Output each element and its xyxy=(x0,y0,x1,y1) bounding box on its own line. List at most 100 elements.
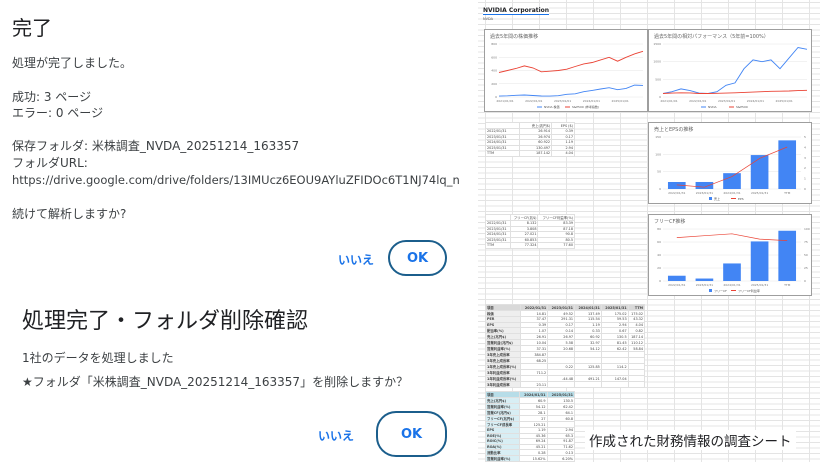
legend-label: S&P500 xyxy=(736,105,748,109)
table-cell[interactable]: 1年利益成長率(%) xyxy=(484,375,522,382)
table-cell[interactable]: 2.94 xyxy=(546,427,576,434)
legend-label: 売上 xyxy=(714,196,720,201)
chart-title: 過去5年間の株価推移 xyxy=(490,34,539,40)
table-cell[interactable]: 91.87 xyxy=(546,438,576,445)
series-line xyxy=(498,84,644,97)
save-folder: 保存フォルダ: 米株調査_NVDA_20251214_163357 xyxy=(12,139,300,153)
y-tick-label: 1500 xyxy=(653,42,661,46)
dialog-title: 完了 xyxy=(12,16,52,40)
x-tick-label: 2024/01/31 xyxy=(723,191,740,195)
x-tick-label: 2025/01/31 xyxy=(751,191,768,195)
table-cell[interactable] xyxy=(574,381,602,388)
y-tick-label: 600 xyxy=(491,55,497,59)
legend-label: S&P500 (参考指数) xyxy=(572,104,599,109)
y-tick-label: 40 xyxy=(657,253,661,257)
legend-label: EPS xyxy=(738,197,744,201)
x-tick-label: 2023/01/31 xyxy=(696,283,713,287)
x-tick-label: 2024/01/01 xyxy=(747,99,764,103)
legend-label: フリーCF xyxy=(714,288,727,293)
table-cell[interactable]: 6.20% xyxy=(546,455,576,462)
dialog-message: 処理が完了しました。 xyxy=(12,56,133,70)
table-cell[interactable]: 77.60 xyxy=(537,242,575,249)
table-cell[interactable]: 1年売上成長率(%) xyxy=(484,363,522,370)
table-cell[interactable]: 2025/01/31 xyxy=(485,236,511,243)
delete-question: ★フォルダ「米株調査_NVDA_20251214_163357」を削除しますか？ xyxy=(22,375,409,389)
table-row: TTM 187.142 4.04 xyxy=(485,150,575,157)
table-cell[interactable]: 43.32 xyxy=(627,316,646,323)
table-cell[interactable] xyxy=(547,381,576,388)
table-row: PER 37.47 291.31 115.54 59.53 43.32 xyxy=(484,316,646,323)
table-cell[interactable]: 175.02 xyxy=(627,310,646,317)
legend-label: NVDA 株価 xyxy=(544,104,560,109)
y-tick-label: 60 xyxy=(657,240,661,244)
bar xyxy=(667,182,686,189)
table-cell[interactable]: フリーCF利益率(%) xyxy=(537,214,575,221)
table-cell[interactable] xyxy=(600,381,629,388)
y2-tick-label: 3 xyxy=(804,156,806,160)
key-metrics-table: 項目 2024/01/31 2025/01/31 売上(兆円$) 60.9 130.5 営業… xyxy=(484,391,576,462)
metrics-table: 項目 2022/01/31 2023/01/31 2024/01/31 2025/01/… xyxy=(484,304,646,388)
free-cf-table: フリーCF(兆$) フリーCF利益率(%) 2022/01/31 8.132 83.39… xyxy=(485,214,575,249)
bar xyxy=(778,140,797,189)
table-cell[interactable]: PER xyxy=(484,316,522,323)
y-tick-label: 100 xyxy=(655,152,661,156)
ok-button[interactable]: OK xyxy=(388,240,447,276)
table-cell[interactable]: 2023/01/31 xyxy=(485,225,511,232)
bar xyxy=(723,263,741,281)
x-tick-label: 2023/01/01 xyxy=(554,99,571,103)
revenue-eps-plot: 0 50 100 150 0 1 2 3 4 5 2022/01/31 2023/01/31 2024/… xyxy=(655,135,806,201)
y2-tick-label: 2 xyxy=(804,166,806,170)
relative-performance-plot: 0 500 1000 1500 2021/01/01 2022/01/01 2023/01/… xyxy=(653,42,808,109)
no-button[interactable]: いいえ xyxy=(338,253,375,267)
y-tick-label: 1000 xyxy=(653,60,661,64)
x-tick-label: 2021/01/01 xyxy=(660,99,677,103)
table-cell[interactable]: 2024/01/31 xyxy=(485,231,511,238)
bar xyxy=(667,275,686,281)
table-cell[interactable]: 187.142 xyxy=(518,150,553,157)
table-cell[interactable]: 15.62% xyxy=(519,455,548,462)
table-cell[interactable]: TTM xyxy=(485,242,511,249)
bar xyxy=(750,155,769,189)
caption: 作成された財務情報の調査シート xyxy=(585,430,796,450)
table-cell[interactable] xyxy=(546,421,576,428)
table-cell[interactable]: 4.04 xyxy=(551,150,575,157)
free-cf-chart: フリーCF推移 0 20 40 60 80 0 25 50 75 100 2022/01/31 2023… xyxy=(648,214,812,296)
company-name-cell[interactable]: NVIDIA Corporation xyxy=(483,7,550,15)
y-tick-label: 50 xyxy=(657,170,661,174)
table-cell[interactable]: 23.11 xyxy=(520,381,549,388)
table-cell[interactable]: 65.3 xyxy=(546,432,576,439)
folder-url: https://drive.google.com/drive/folders/1… xyxy=(12,173,460,187)
series-line xyxy=(676,146,788,188)
table-cell[interactable]: フリーCF(兆$) xyxy=(509,214,539,221)
table-row: 3年利益成長率 23.11 xyxy=(484,381,646,388)
table-row: TTM 77.324 77.60 xyxy=(485,242,575,249)
revenue-eps-table: 売上(兆円$) EPS ($) 2022/01/31 26.914 0.39 2023/0… xyxy=(485,122,575,157)
table-cell[interactable]: 77.324 xyxy=(509,242,539,249)
table-row: ROE(%) 45.36 65.3 xyxy=(484,432,576,439)
y-tick-label: 0 xyxy=(495,95,497,99)
table-row: ROIC(%) 69.24 91.87 xyxy=(484,438,576,445)
spreadsheet-preview: NVIDIA Corporation NVDA 過去5年間の株価推移 0 200 40… xyxy=(478,0,820,462)
x-tick-label: TTM xyxy=(783,191,791,195)
continue-question: 続けて解析しますか? xyxy=(12,207,127,221)
table-cell[interactable]: 売上(兆円$) xyxy=(518,122,553,129)
table-cell[interactable] xyxy=(627,381,646,388)
table-cell[interactable]: 3年利益成長率 xyxy=(484,381,522,388)
folder-url-label: フォルダURL: xyxy=(12,156,88,170)
table-cell[interactable]: TTM xyxy=(485,150,520,157)
y-tick-label: 0 xyxy=(659,95,661,99)
table-cell[interactable]: EPS ($) xyxy=(551,122,575,129)
table-cell[interactable]: 営業利益率(%) xyxy=(484,455,521,462)
no-button[interactable]: いいえ xyxy=(318,429,355,443)
y-tick-label: 400 xyxy=(491,69,497,73)
bar xyxy=(723,173,741,189)
stock-price-chart: 過去5年間の株価推移 0 200 400 600 800 2021/01/01 2022/01… xyxy=(484,29,648,112)
chart-title: フリーCF推移 xyxy=(654,219,686,225)
dialog-title: 処理完了・フォルダ削除確認 xyxy=(22,309,309,334)
table-cell[interactable]: 2022/01/31 xyxy=(485,220,511,227)
ok-button[interactable]: OK xyxy=(376,411,447,457)
table-cell[interactable]: 株価 xyxy=(484,310,522,317)
series-line xyxy=(662,47,808,94)
revenue-eps-chart: 売上とEPSの推移 0 50 100 150 0 1 2 3 4 5 2022/01/31 2023/0… xyxy=(648,122,812,204)
x-tick-label: 2023/01/01 xyxy=(718,99,735,103)
